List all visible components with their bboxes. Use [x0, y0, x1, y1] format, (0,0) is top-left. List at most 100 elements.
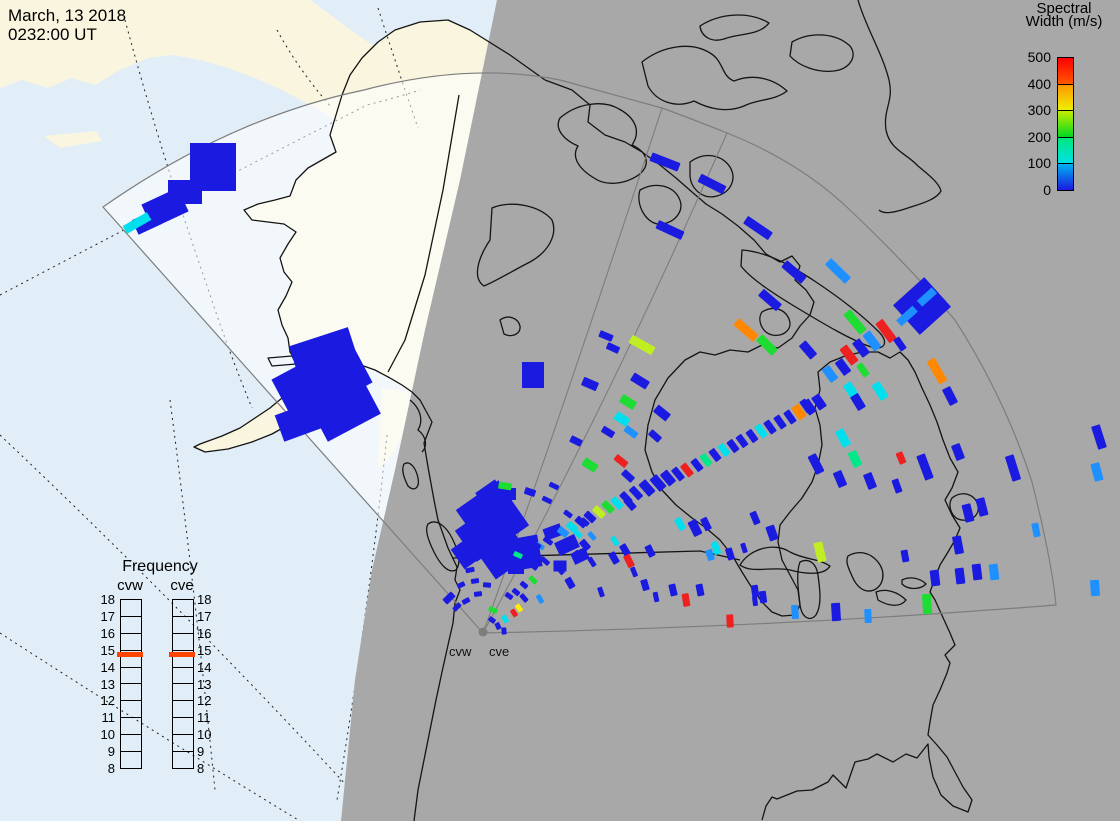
- echo-cell: [644, 544, 656, 558]
- frequency-tick-label: 9: [107, 744, 115, 760]
- timestamp-label: March, 13 2018 0232:00 UT: [8, 6, 126, 44]
- echo-cell: [498, 481, 512, 491]
- coastline: [901, 577, 927, 590]
- echo-cell: [835, 428, 851, 448]
- frequency-marker-cvw: [117, 652, 143, 657]
- echo-cell: [572, 549, 584, 563]
- echo-cell: [601, 500, 615, 514]
- echo-cell: [610, 535, 620, 547]
- echo-cell: [740, 542, 748, 554]
- echo-cell: [488, 606, 498, 614]
- echo-cell: [513, 551, 523, 559]
- echo-cell: [619, 491, 633, 505]
- echo-cell: [564, 576, 576, 590]
- echo-cell: [862, 330, 882, 352]
- echo-cell: [831, 602, 841, 622]
- frequency-tick-label: 13: [100, 676, 115, 692]
- echo-patch: [553, 560, 567, 572]
- echo-cell: [501, 614, 509, 624]
- radar-site-label-cvw: cvw: [449, 644, 472, 659]
- echo-cell: [708, 448, 722, 462]
- frequency-ladder-cell: [173, 668, 193, 685]
- echo-cell: [529, 551, 543, 563]
- echo-cell: [628, 335, 656, 355]
- echo-cell: [752, 595, 758, 607]
- echo-cell: [835, 358, 851, 376]
- frequency-tick-label: 8: [197, 761, 205, 776]
- echo-cell: [638, 479, 656, 497]
- frequency-ladder-cell: [121, 668, 141, 685]
- echo-cell: [601, 425, 615, 439]
- echo-cell: [504, 592, 514, 600]
- echo-cell: [442, 591, 456, 605]
- frequency-ladder-cell: [173, 718, 193, 736]
- echo-cell: [825, 258, 851, 284]
- echo-cell: [587, 556, 597, 568]
- echo-cell: [671, 466, 685, 482]
- frequency-ladder-cve: [172, 599, 194, 769]
- echo-cell: [541, 495, 553, 505]
- colorbar-tick-label: 400: [1027, 75, 1051, 92]
- coastline: [387, 94, 460, 373]
- colorbar-tick-label: 300: [1027, 102, 1051, 119]
- frequency-ladder-cell: [121, 600, 141, 617]
- echo-cell: [555, 564, 565, 576]
- echo-cell: [891, 478, 903, 494]
- frequency-tick-label: 17: [100, 608, 115, 624]
- echo-cell: [699, 453, 713, 467]
- echo-cell: [856, 362, 870, 378]
- coastline: [638, 184, 682, 225]
- echo-cell: [542, 536, 554, 546]
- echo-cell: [569, 435, 583, 447]
- frequency-tick-label: 11: [101, 710, 116, 726]
- colorbar-segment: [1057, 110, 1074, 137]
- date-text: March, 13 2018: [8, 6, 127, 25]
- coastline: [699, 14, 770, 41]
- radar-site-label-cve: cve: [489, 644, 510, 659]
- echo-cell: [649, 474, 667, 492]
- echo-cell: [705, 548, 715, 562]
- echo-patch: [450, 526, 498, 570]
- echo-cell: [563, 509, 573, 519]
- frequency-tick-label: 18: [197, 592, 212, 607]
- colorbar-segment: [1057, 136, 1074, 164]
- frequency-tick-label: 9: [197, 744, 205, 760]
- frequency-column-label-cve: cve: [170, 577, 194, 594]
- echo-cell: [470, 578, 480, 584]
- coastline: [857, 0, 942, 214]
- echo-cell: [523, 487, 537, 497]
- echo-cell: [926, 357, 948, 385]
- echo-cell: [895, 451, 907, 465]
- echo-cell: [726, 439, 740, 453]
- echo-cell: [750, 584, 760, 598]
- echo-cell: [680, 462, 694, 478]
- echo-cell: [579, 538, 591, 552]
- echo-cell: [863, 472, 877, 490]
- echo-cell: [619, 394, 637, 410]
- echo-cell: [630, 566, 638, 578]
- echo-cell: [717, 443, 731, 457]
- coastline: [499, 316, 521, 337]
- echo-cell: [799, 340, 817, 360]
- radar-site-dot: [478, 627, 488, 637]
- frequency-ladder-cell: [121, 684, 141, 702]
- echo-cell: [511, 587, 521, 597]
- frequency-tick-label: 10: [197, 727, 212, 743]
- echo-patch: [271, 338, 373, 424]
- echo-cell: [758, 590, 768, 604]
- echo-cell: [528, 575, 538, 585]
- frequency-tick-label: 11: [197, 710, 211, 726]
- echo-cell: [807, 453, 825, 475]
- echo-patch: [916, 287, 938, 307]
- echo-cell: [871, 381, 889, 401]
- coastline: [641, 45, 788, 111]
- coastline: [797, 559, 821, 619]
- echo-cell: [1091, 424, 1107, 450]
- echo-patch: [122, 212, 152, 234]
- coastline: [402, 462, 420, 490]
- coastline: [875, 589, 907, 606]
- echo-cell: [539, 556, 551, 566]
- coastline: [409, 399, 427, 453]
- echo-cell: [783, 409, 797, 425]
- echo-patch: [896, 305, 918, 327]
